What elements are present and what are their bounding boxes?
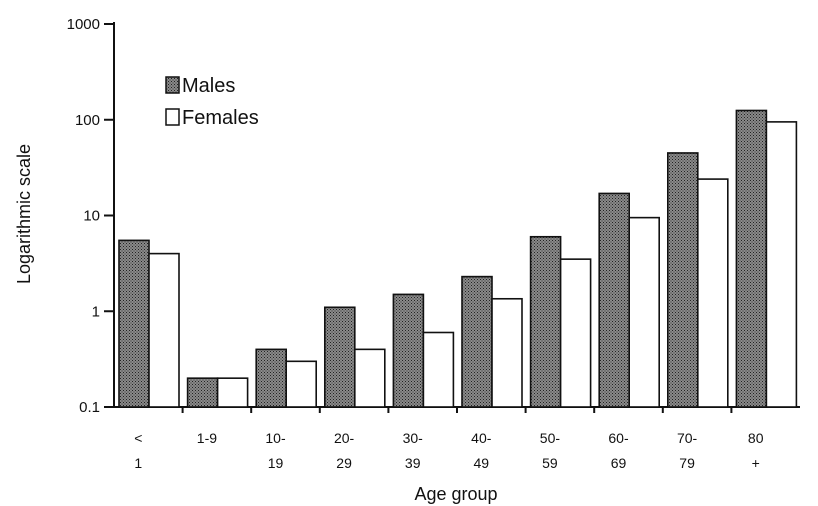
x-tick-label: 30- [403, 430, 424, 446]
y-tick-label: 0.1 [79, 399, 100, 416]
x-tick-label: 59 [542, 455, 558, 471]
x-tick-label: 40- [471, 430, 492, 446]
x-tick-label: 79 [679, 455, 695, 471]
legend: Males Females [165, 75, 259, 129]
x-tick-label: 19 [268, 455, 284, 471]
y-ticks: 1000 100 10 1 0.1 [67, 16, 114, 416]
y-axis-title: Logarithmic scale [14, 144, 34, 284]
x-tick-label: 70- [677, 430, 698, 446]
bar-females [353, 348, 386, 408]
bars [118, 109, 798, 408]
y-tick-label: 10 [83, 208, 100, 225]
bar-females [491, 297, 523, 408]
x-ticks [181, 407, 733, 413]
x-tick-label: 60- [608, 430, 629, 446]
bar-males [598, 192, 631, 408]
x-tick-label: 1 [134, 455, 142, 471]
x-tick-label: 39 [405, 455, 421, 471]
bar-females [148, 252, 180, 408]
bar-males [529, 235, 562, 408]
x-tick-label: 10- [265, 430, 286, 446]
x-tick-label: 69 [611, 455, 627, 471]
y-tick-label: 100 [75, 112, 100, 129]
x-category-labels: <1 1-9 10- 19 20- 29 30- 39 40- 49 50- 59 60- 69 70- 79… [134, 430, 763, 471]
legend-label-females: Females [182, 107, 259, 129]
bar-females [216, 377, 249, 408]
x-axis-title: Age group [414, 484, 497, 504]
x-tick-label: 29 [336, 455, 352, 471]
x-tick-label: 20- [334, 430, 355, 446]
y-tick-label: 1000 [67, 16, 100, 33]
x-tick-label: 50- [540, 430, 561, 446]
bar-males [461, 275, 493, 408]
x-tick-label: 49 [474, 455, 490, 471]
y-tick-label: 1 [92, 303, 100, 320]
x-tick-label: 1-9 [197, 430, 217, 446]
bar-males [255, 348, 288, 408]
legend-swatch-females [165, 108, 180, 126]
bar-males [735, 109, 768, 408]
bar-females [285, 360, 318, 408]
bar-males [323, 306, 356, 408]
bar-females [628, 216, 661, 408]
bar-males [118, 239, 150, 408]
bar-females [765, 121, 798, 408]
legend-label-males: Males [182, 75, 235, 97]
bar-females [422, 331, 455, 408]
legend-swatch-males [165, 76, 180, 94]
x-tick-label: 80 [748, 430, 764, 446]
bar-females [559, 258, 592, 408]
x-tick-label: + [752, 455, 760, 471]
bar-females [696, 178, 729, 408]
bar-males [186, 377, 219, 408]
bar-males [666, 152, 699, 408]
bar-males [392, 293, 425, 408]
x-tick-label: < [134, 430, 142, 446]
